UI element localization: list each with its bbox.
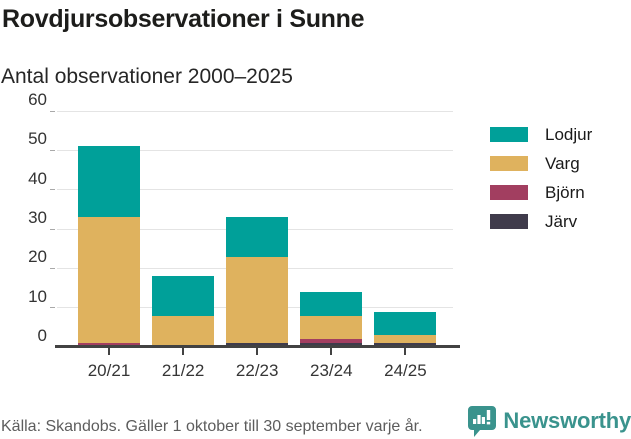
bar-segment-lodjur — [374, 311, 437, 336]
legend-label: Varg — [545, 153, 580, 173]
stacked-bar-23-24 — [300, 291, 363, 347]
legend-swatch — [490, 156, 528, 171]
x-axis-tick — [404, 348, 407, 355]
legend-swatch — [490, 127, 528, 142]
x-axis-tick — [182, 348, 185, 355]
gridline — [57, 110, 453, 112]
chart-subtitle: Antal observationer 2000–2025 — [1, 65, 293, 88]
y-axis-tick — [50, 228, 55, 230]
x-axis-line — [55, 345, 460, 348]
chart-title: Rovdjursobservationer i Sunne — [2, 5, 365, 33]
newsworthy-icon — [467, 405, 497, 438]
bar-segment-lodjur — [78, 146, 140, 218]
legend-label: Björn — [545, 182, 585, 202]
y-axis-tick — [50, 307, 55, 309]
stacked-bar-20-21 — [78, 146, 140, 347]
x-axis-label: 22/23 — [235, 361, 279, 380]
bar-segment-varg — [152, 315, 215, 347]
y-axis-tick — [50, 267, 55, 269]
legend-swatch — [490, 214, 528, 229]
x-axis-label: 20/21 — [87, 361, 131, 380]
bar-segment-björn — [300, 339, 363, 344]
y-axis-tick — [50, 110, 55, 112]
bar-segment-varg — [300, 315, 363, 340]
legend-label: Lodjur — [545, 124, 593, 144]
legend: Lodjur Varg Björn Järv — [490, 124, 593, 243]
y-axis-label: 40 — [28, 168, 47, 188]
y-axis-label: 60 — [28, 90, 47, 109]
gridline — [57, 189, 453, 191]
y-axis-tick — [50, 149, 55, 151]
y-axis-label: 20 — [28, 247, 47, 267]
source-note: Källa: Skandobs. Gäller 1 oktober till 3… — [1, 418, 423, 435]
legend-item-björn: Björn — [490, 182, 592, 202]
x-axis-label: 24/25 — [384, 361, 427, 380]
legend-swatch — [490, 185, 528, 200]
newsworthy-wordmark: Newsworthy — [503, 408, 631, 433]
bar-segment-varg — [226, 256, 289, 344]
newsworthy-logo[interactable]: Newsworthy — [467, 404, 631, 438]
y-axis-label: 0 — [37, 326, 47, 345]
bar-segment-lodjur — [226, 217, 289, 257]
bar-segment-varg — [374, 335, 437, 344]
legend-item-lodjur: Lodjur — [490, 124, 593, 144]
plot-area: 0 10 20 30 40 50 60 — [28, 90, 453, 347]
y-axis-label: 30 — [28, 208, 47, 227]
stacked-bar-22-23 — [226, 217, 289, 347]
x-axis-tick — [330, 348, 333, 355]
x-axis-tick — [256, 348, 259, 355]
y-axis-label: 10 — [28, 286, 47, 306]
x-axis-label: 21/22 — [161, 361, 205, 380]
stacked-bar-24-25 — [374, 311, 437, 347]
legend-item-varg: Varg — [490, 153, 592, 173]
gridline — [57, 149, 453, 151]
x-axis-label: 23/24 — [310, 361, 353, 380]
y-axis-label: 50 — [28, 129, 47, 149]
x-axis-tick — [108, 348, 110, 355]
bar-segment-varg — [78, 217, 140, 344]
bar-segment-lodjur — [152, 276, 215, 316]
legend-item-järv: Järv — [490, 211, 592, 231]
legend-label: Järv — [545, 211, 578, 231]
bar-segment-lodjur — [300, 291, 363, 316]
stacked-bar-21-22 — [152, 276, 215, 347]
y-axis-tick — [50, 189, 55, 191]
